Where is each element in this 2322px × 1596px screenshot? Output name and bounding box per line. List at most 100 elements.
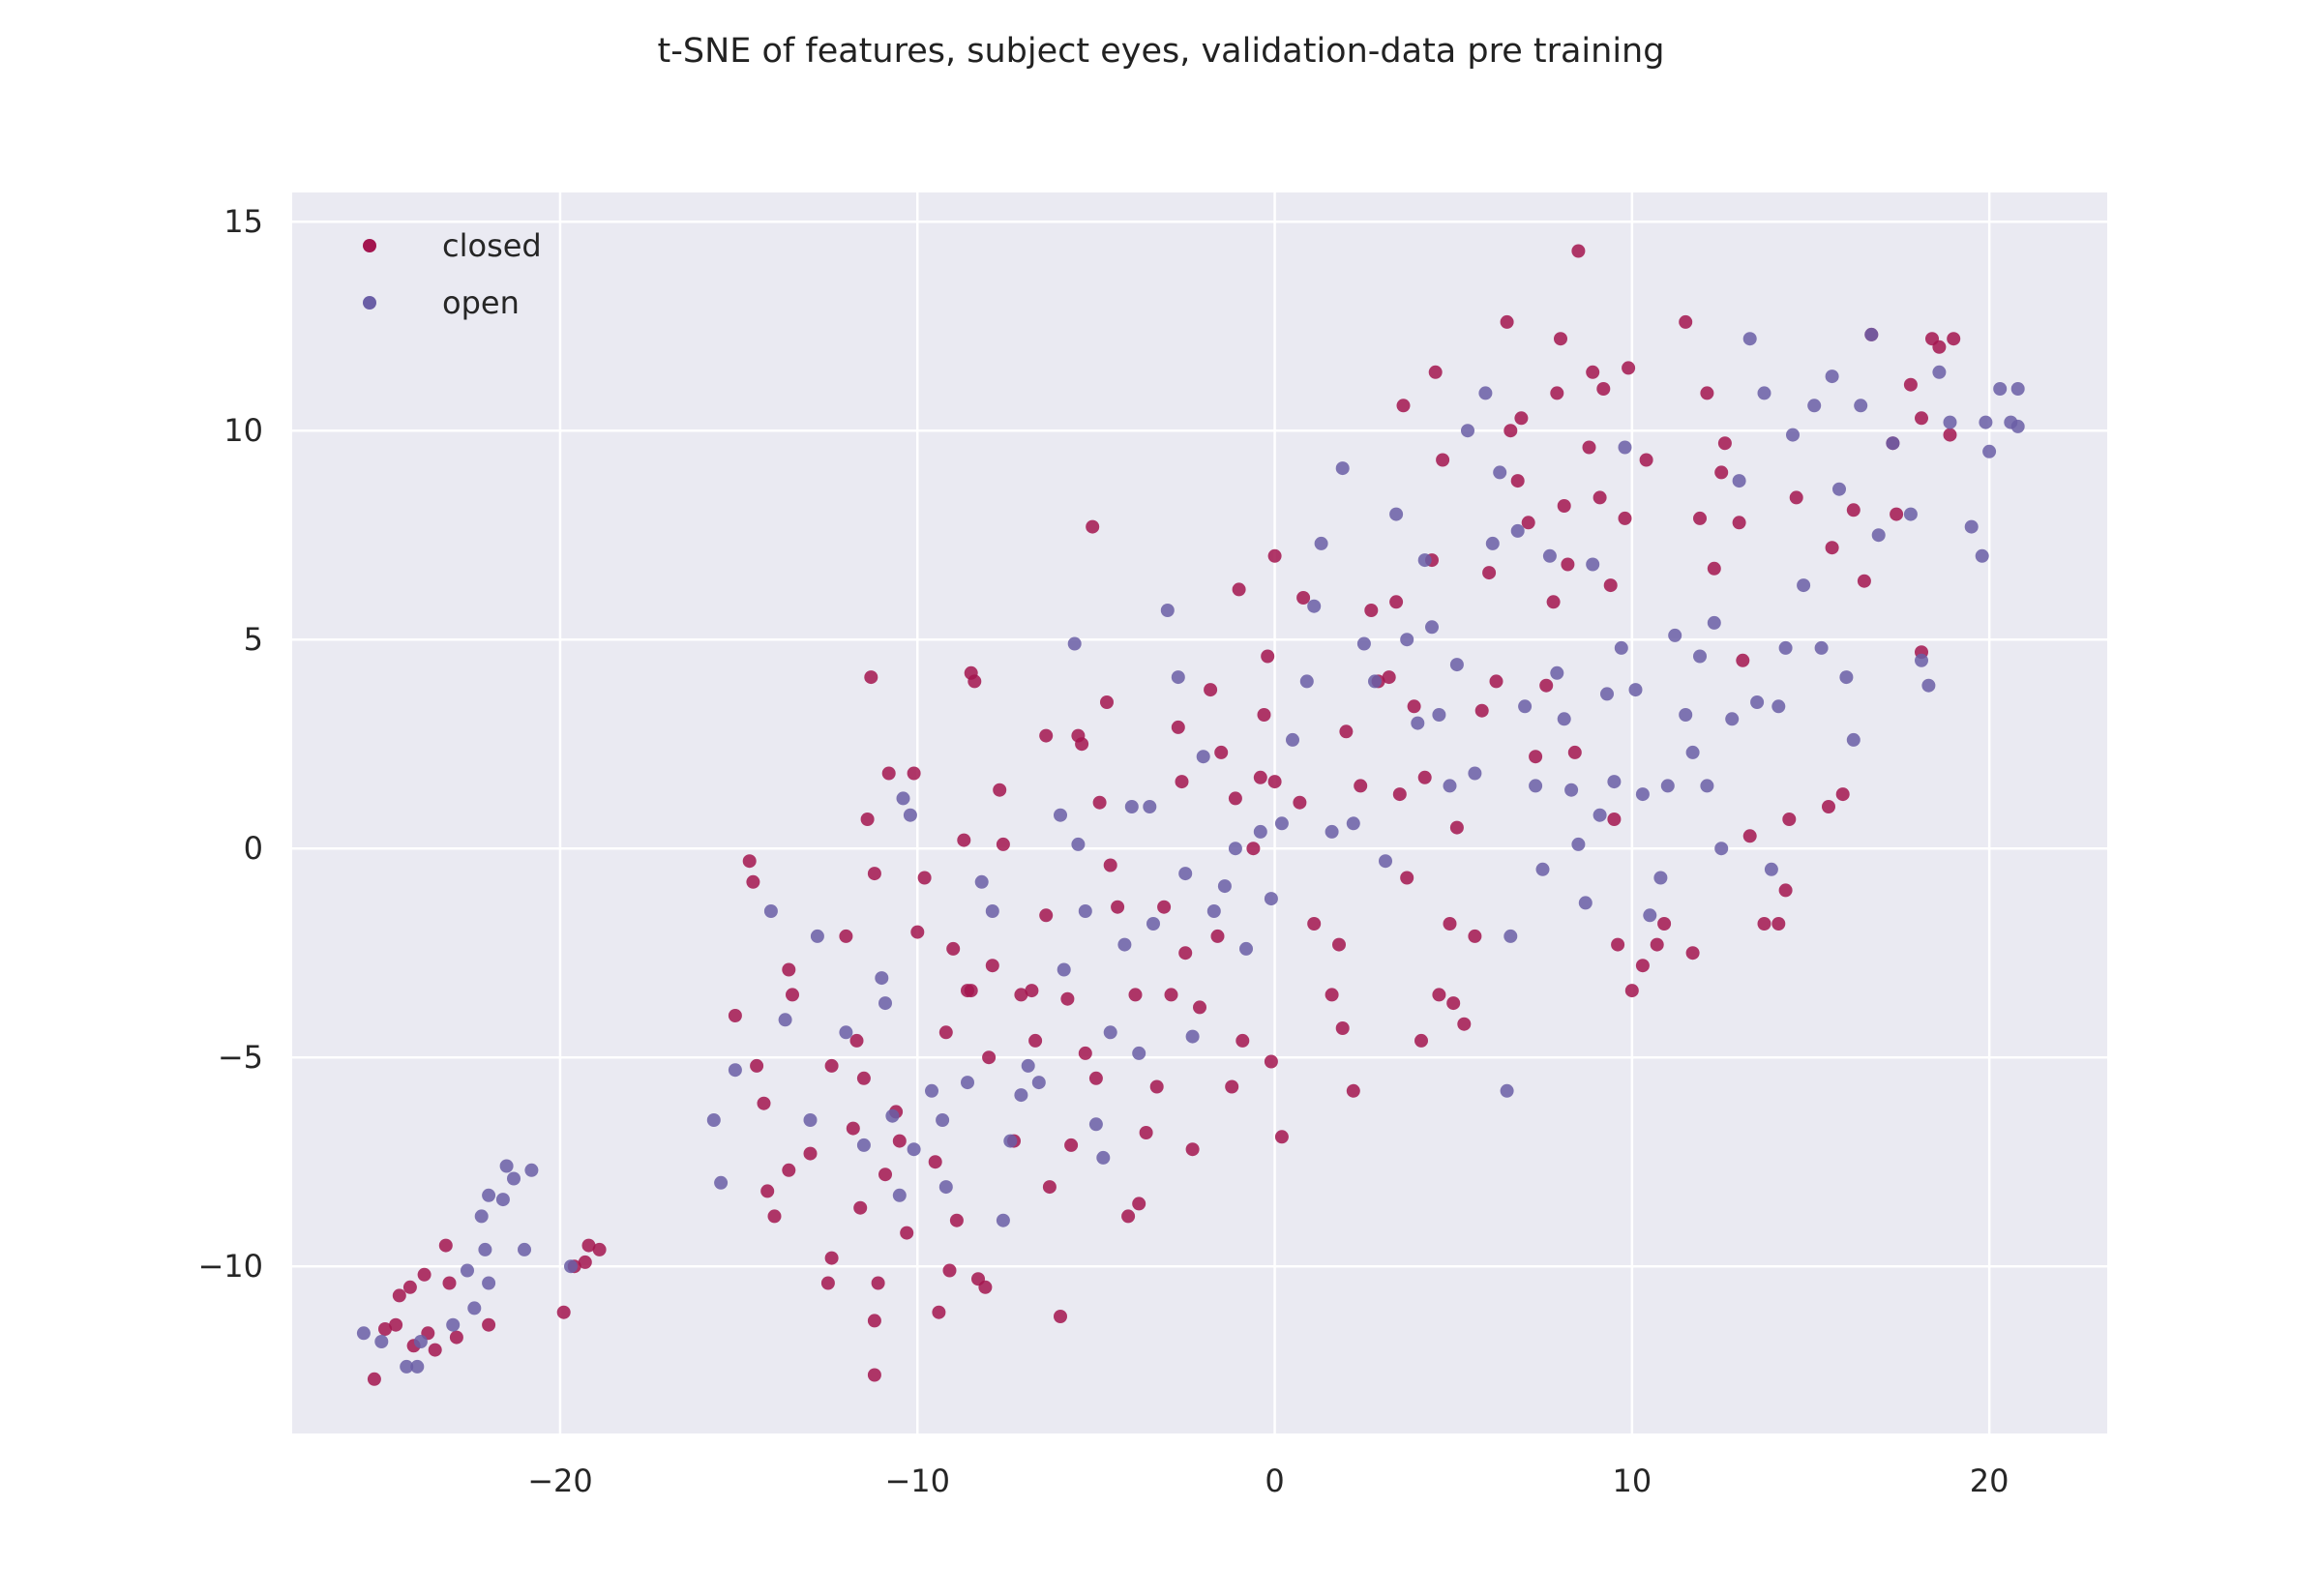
scatter-point-open	[478, 1242, 492, 1256]
scatter-point-open	[495, 1193, 510, 1207]
scatter-point-closed	[757, 1096, 771, 1110]
scatter-point-open	[1468, 766, 1482, 781]
scatter-point-open	[413, 1335, 428, 1348]
scatter-point-closed	[1382, 670, 1396, 685]
y-tick-label: 5	[244, 621, 263, 658]
scatter-point-open	[1943, 415, 1957, 429]
scatter-point-closed	[417, 1267, 432, 1282]
scatter-point-open	[1839, 670, 1854, 685]
scatter-point-closed	[1175, 775, 1189, 789]
scatter-point-closed	[856, 1071, 871, 1085]
scatter-point-closed	[1567, 745, 1582, 759]
scatter-point-closed	[746, 874, 760, 889]
scatter-point-open	[1600, 687, 1614, 701]
scatter-point-closed	[1903, 377, 1918, 392]
scatter-point-open	[1146, 917, 1160, 931]
scatter-point-closed	[957, 833, 971, 847]
scatter-point-closed	[428, 1343, 442, 1357]
legend-marker-open	[363, 296, 376, 310]
scatter-point-closed	[1054, 1310, 1067, 1323]
scatter-point-open	[1586, 557, 1600, 572]
scatter-point-open	[1797, 578, 1811, 593]
scatter-point-closed	[1060, 991, 1075, 1006]
scatter-point-open	[1982, 444, 1997, 458]
scatter-point-closed	[1947, 332, 1961, 346]
scatter-point-closed	[1771, 917, 1786, 931]
scatter-point-closed	[1417, 770, 1432, 784]
scatter-point-closed	[1514, 411, 1529, 426]
scatter-point-open	[1685, 745, 1700, 759]
scatter-point-closed	[1700, 386, 1714, 400]
scatter-point-closed	[1607, 813, 1622, 826]
scatter-point-closed	[1293, 795, 1307, 810]
scatter-point-closed	[1510, 474, 1525, 488]
scatter-point-closed	[949, 1213, 964, 1227]
scatter-point-closed	[1618, 511, 1632, 525]
scatter-point-closed	[864, 670, 878, 685]
scatter-point-closed	[1078, 1046, 1092, 1060]
scatter-point-open	[1206, 904, 1221, 918]
scatter-point-open	[896, 791, 910, 806]
scatter-point-closed	[367, 1372, 381, 1386]
scatter-point-closed	[1782, 813, 1797, 826]
scatter-point-closed	[1624, 984, 1639, 998]
scatter-point-closed	[1274, 1130, 1289, 1144]
scatter-point-open	[1500, 1083, 1514, 1098]
scatter-point-closed	[1225, 1079, 1239, 1094]
scatter-point-closed	[767, 1209, 782, 1224]
scatter-point-open	[885, 1108, 900, 1123]
scatter-point-open	[1335, 461, 1350, 476]
scatter-point-closed	[917, 871, 932, 885]
scatter-point-open	[467, 1301, 482, 1315]
legend: closed open	[363, 227, 542, 321]
plot-background	[292, 192, 2107, 1433]
scatter-point-closed	[928, 1155, 942, 1169]
scatter-point-open	[1096, 1150, 1111, 1165]
scatter-point-open	[518, 1242, 531, 1256]
scatter-point-closed	[1789, 490, 1803, 505]
scatter-point-closed	[1639, 453, 1653, 467]
scatter-point-open	[1732, 474, 1746, 488]
scatter-point-open	[1021, 1058, 1035, 1073]
scatter-point-closed	[1932, 340, 1947, 354]
scatter-point-open	[1578, 896, 1593, 910]
scatter-point-open	[1786, 428, 1800, 442]
grid-lines	[292, 192, 2107, 1433]
scatter-point-closed	[1546, 595, 1561, 609]
scatter-point-open	[482, 1276, 496, 1290]
scatter-point-closed	[907, 766, 921, 781]
scatter-point-open	[1400, 633, 1414, 647]
scatter-point-open	[1088, 1117, 1103, 1132]
scatter-point-closed	[1432, 988, 1446, 1002]
series-open-points	[356, 327, 2025, 1374]
scatter-point-closed	[1693, 511, 1707, 525]
scatter-point-closed	[1354, 779, 1368, 793]
scatter-point-closed	[1457, 1017, 1472, 1031]
y-tick-label: −5	[218, 1039, 263, 1076]
scatter-point-open	[1707, 615, 1721, 630]
scatter-point-closed	[782, 1163, 796, 1177]
scatter-point-open	[374, 1335, 389, 1348]
scatter-point-closed	[1092, 795, 1107, 810]
scatter-point-open	[1886, 436, 1900, 451]
scatter-point-closed	[1139, 1126, 1153, 1139]
scatter-point-closed	[1611, 937, 1625, 952]
scatter-point-open	[1979, 415, 1993, 429]
scatter-point-open	[1425, 620, 1439, 635]
scatter-point-closed	[1539, 678, 1554, 693]
scatter-point-closed	[1075, 737, 1089, 752]
scatter-point-open	[1764, 862, 1778, 876]
scatter-point-open	[1196, 750, 1210, 764]
scatter-point-open	[1535, 862, 1550, 876]
scatter-point-open	[524, 1163, 539, 1177]
scatter-point-closed	[871, 1276, 885, 1290]
scatter-point-open	[1411, 716, 1425, 730]
scatter-point-open	[1564, 783, 1579, 797]
scatter-point-closed	[1446, 996, 1461, 1011]
scatter-point-closed	[938, 1025, 953, 1040]
scatter-point-closed	[1503, 424, 1518, 438]
scatter-point-closed	[878, 1167, 892, 1182]
scatter-point-open	[728, 1063, 742, 1078]
scatter-point-open	[1550, 665, 1564, 680]
